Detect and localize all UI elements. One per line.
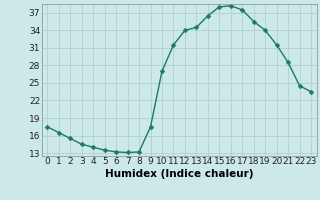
X-axis label: Humidex (Indice chaleur): Humidex (Indice chaleur): [105, 169, 253, 179]
